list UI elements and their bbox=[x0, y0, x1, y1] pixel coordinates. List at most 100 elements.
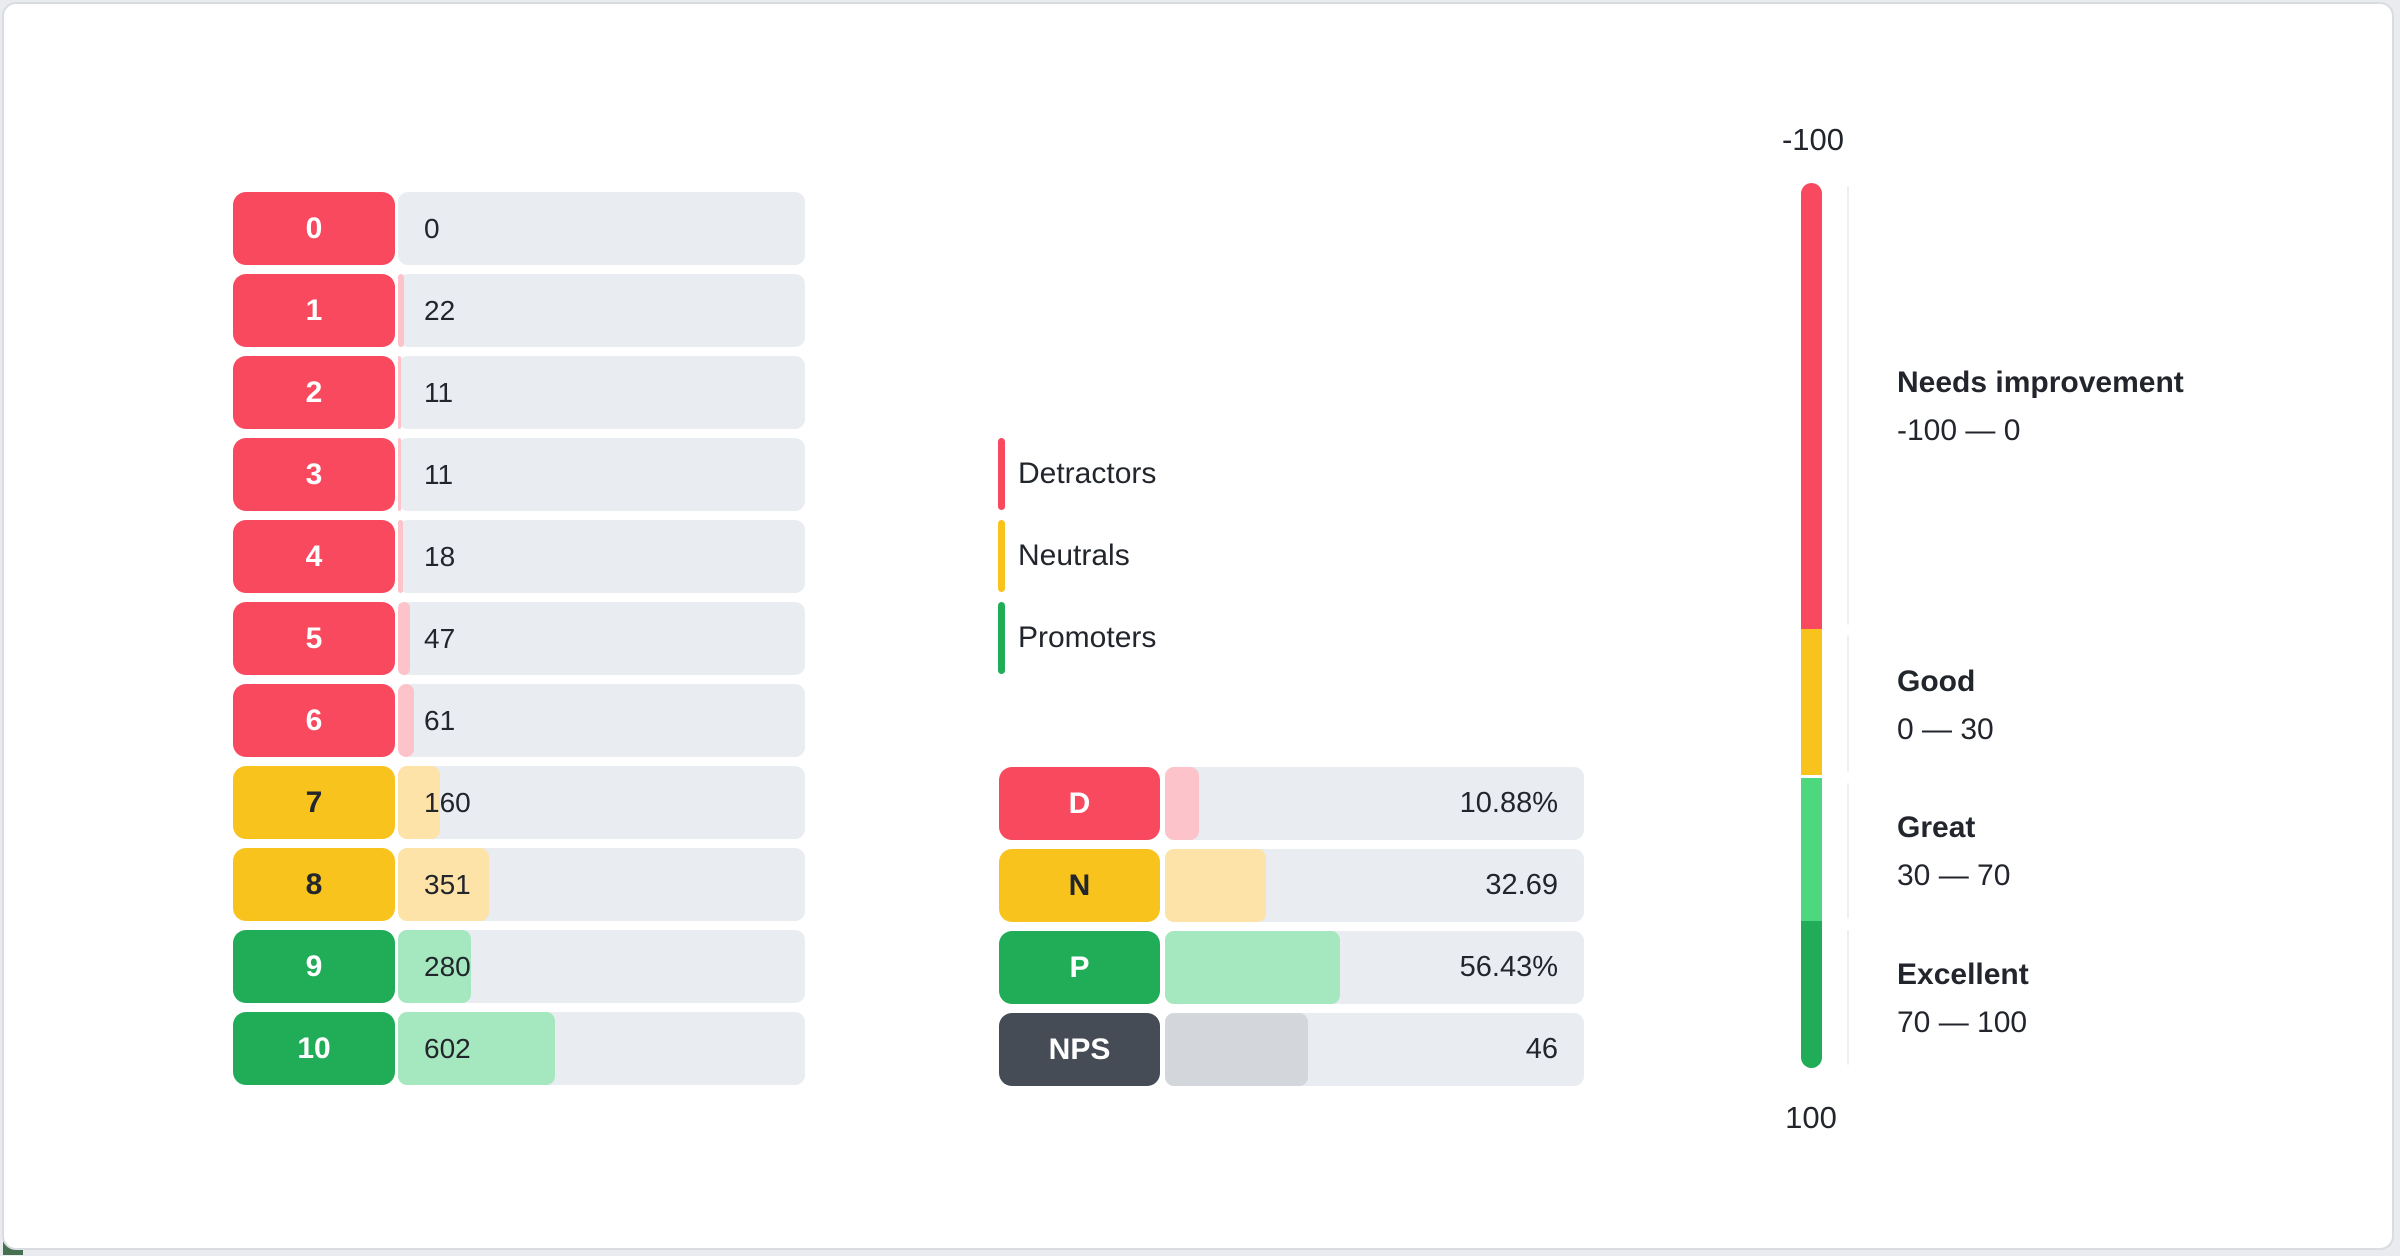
score-track: 22 bbox=[398, 274, 805, 347]
score-row: 1 22 bbox=[233, 274, 805, 347]
legend-color-bar-icon bbox=[998, 602, 1005, 674]
score-fill bbox=[398, 848, 490, 921]
summary-fill bbox=[1165, 849, 1266, 922]
score-row: 7 160 bbox=[233, 766, 805, 839]
legend-color-bar-icon bbox=[998, 438, 1005, 510]
gauge-zone-title: Needs improvement bbox=[1897, 366, 2184, 399]
gauge-section-needs-improvement bbox=[1801, 183, 1822, 629]
score-button[interactable]: 4 bbox=[233, 520, 395, 593]
summary-fill bbox=[1165, 1013, 1308, 1086]
gauge-guide-line bbox=[1847, 635, 1849, 772]
summary-row: P 56.43% bbox=[999, 931, 1584, 1004]
score-distribution: 0 0 1 22 2 11 3 11 4 18 5 bbox=[233, 192, 805, 1094]
score-count: 280 bbox=[424, 950, 471, 982]
score-row: 4 18 bbox=[233, 520, 805, 593]
summary-track: 56.43% bbox=[1165, 931, 1584, 1004]
score-button[interactable]: 2 bbox=[233, 356, 395, 429]
score-count: 11 bbox=[424, 376, 454, 408]
summary-row: D 10.88% bbox=[999, 767, 1584, 840]
gauge-guide-line bbox=[1847, 930, 1849, 1065]
gauge-guide-line bbox=[1847, 783, 1849, 919]
score-track: 11 bbox=[398, 356, 805, 429]
nps-summary: D 10.88% N 32.69 P 56.43% NPS 46 bbox=[999, 767, 1584, 1095]
gauge-zone: Excellent 70 — 100 bbox=[1897, 956, 2029, 1042]
gauge-guide-line bbox=[1847, 186, 1849, 625]
gauge-zone-title: Great bbox=[1897, 811, 1976, 844]
summary-fill bbox=[1165, 767, 1199, 840]
score-row: 9 280 bbox=[233, 930, 805, 1003]
score-fill bbox=[398, 520, 403, 593]
score-track: 602 bbox=[398, 1012, 805, 1085]
gauge-zone: Needs improvement -100 — 0 bbox=[1897, 364, 2184, 450]
score-fill bbox=[398, 1012, 555, 1085]
gauge-zone: Good 0 — 30 bbox=[1897, 663, 1994, 749]
score-row: 2 11 bbox=[233, 356, 805, 429]
score-button[interactable]: 6 bbox=[233, 684, 395, 757]
gauge-max-positive-label: 100 bbox=[1785, 1100, 1837, 1135]
summary-value: 56.43% bbox=[1459, 951, 1558, 983]
gauge-zone-range: 30 — 70 bbox=[1897, 859, 2011, 892]
gauge-zone: Great 30 — 70 bbox=[1897, 809, 2010, 895]
legend-label: Promoters bbox=[1018, 621, 1157, 654]
score-fill bbox=[398, 356, 401, 429]
legend-label: Detractors bbox=[1018, 457, 1157, 490]
summary-button[interactable]: N bbox=[999, 849, 1160, 922]
score-fill bbox=[398, 930, 471, 1003]
score-track: 11 bbox=[398, 438, 805, 511]
score-track: 0 bbox=[398, 192, 805, 265]
score-count: 61 bbox=[424, 704, 456, 736]
summary-value: 10.88% bbox=[1459, 787, 1558, 819]
gauge-section-good bbox=[1801, 629, 1822, 775]
score-button[interactable]: 9 bbox=[233, 930, 395, 1003]
score-fill bbox=[398, 438, 401, 511]
score-button[interactable]: 8 bbox=[233, 848, 395, 921]
gauge-zone-range: 0 — 30 bbox=[1897, 713, 1994, 746]
gauge-zone-range: 70 — 100 bbox=[1897, 1006, 2028, 1039]
gauge-max-negative-label: -100 bbox=[1781, 122, 1845, 157]
score-row: 3 11 bbox=[233, 438, 805, 511]
legend-label: Neutrals bbox=[1018, 539, 1130, 572]
score-row: 6 61 bbox=[233, 684, 805, 757]
score-count: 18 bbox=[424, 540, 456, 572]
gauge-zone-title: Good bbox=[1897, 665, 1976, 698]
score-count: 0 bbox=[424, 212, 440, 244]
score-track: 61 bbox=[398, 684, 805, 757]
score-count: 11 bbox=[424, 458, 454, 490]
legend-item: Detractors bbox=[998, 438, 1156, 510]
score-count: 160 bbox=[424, 786, 471, 818]
legend-item: Promoters bbox=[998, 602, 1156, 674]
score-count: 602 bbox=[424, 1032, 471, 1064]
summary-track: 32.69 bbox=[1165, 849, 1584, 922]
score-track: 18 bbox=[398, 520, 805, 593]
gauge-section-excellent bbox=[1801, 921, 1822, 1068]
summary-row: NPS 46 bbox=[999, 1013, 1584, 1086]
score-button[interactable]: 7 bbox=[233, 766, 395, 839]
score-count: 47 bbox=[424, 622, 456, 654]
score-button[interactable]: 0 bbox=[233, 192, 395, 265]
legend-item: Neutrals bbox=[998, 520, 1156, 592]
summary-value: 32.69 bbox=[1485, 869, 1558, 901]
score-fill bbox=[398, 274, 404, 347]
score-row: 5 47 bbox=[233, 602, 805, 675]
score-count: 22 bbox=[424, 294, 456, 326]
summary-button[interactable]: NPS bbox=[999, 1013, 1160, 1086]
score-button[interactable]: 3 bbox=[233, 438, 395, 511]
score-row: 8 351 bbox=[233, 848, 805, 921]
summary-row: N 32.69 bbox=[999, 849, 1584, 922]
summary-button[interactable]: P bbox=[999, 931, 1160, 1004]
score-row: 0 0 bbox=[233, 192, 805, 265]
gauge-bar bbox=[1801, 183, 1822, 1068]
legend-color-bar-icon bbox=[998, 520, 1005, 592]
score-button[interactable]: 5 bbox=[233, 602, 395, 675]
summary-fill bbox=[1165, 931, 1340, 1004]
gauge-section-great bbox=[1801, 778, 1822, 921]
score-track: 351 bbox=[398, 848, 805, 921]
summary-button[interactable]: D bbox=[999, 767, 1160, 840]
score-button[interactable]: 10 bbox=[233, 1012, 395, 1085]
score-fill bbox=[398, 602, 411, 675]
score-track: 280 bbox=[398, 930, 805, 1003]
score-row: 10 602 bbox=[233, 1012, 805, 1085]
legend: Detractors Neutrals Promoters bbox=[998, 438, 1156, 684]
score-button[interactable]: 1 bbox=[233, 274, 395, 347]
